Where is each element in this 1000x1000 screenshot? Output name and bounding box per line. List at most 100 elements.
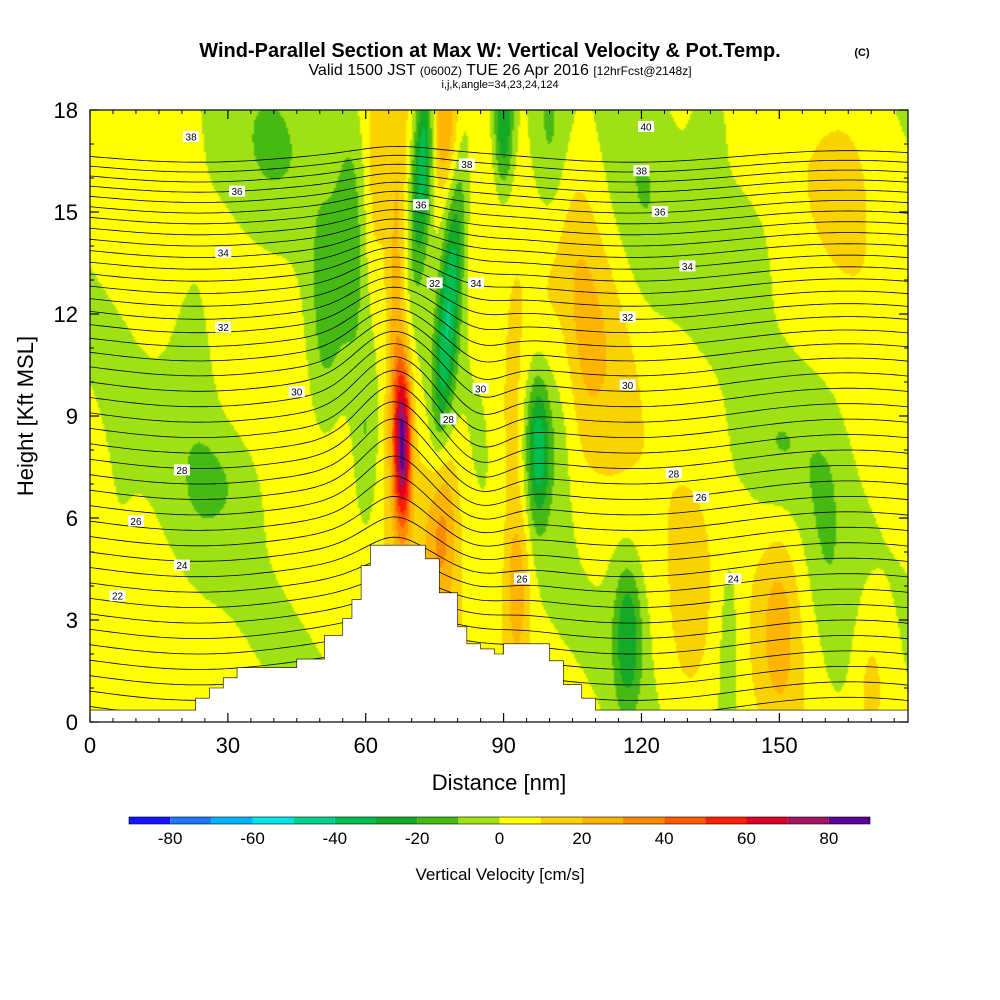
isentrope [90,218,908,247]
isentrope [90,475,908,534]
theta-label: 34 [679,260,696,273]
theta-label: 32 [215,321,232,334]
colorbar-swatch [129,817,171,824]
colorbar-swatch [623,817,665,824]
colorbar-swatch [581,817,623,824]
theta-label: 26 [513,573,530,586]
isentrope [90,190,908,214]
svg-text:32: 32 [622,313,634,324]
isentrope [90,200,908,225]
theta-label: 38 [183,131,200,144]
colorbar-label: Vertical Velocity [cm/s] [415,865,584,884]
theta-label: 22 [109,590,126,603]
theta-label: 24 [725,573,742,586]
chart-subtitle: Valid 1500 JST (0600Z) TUE 26 Apr 2016 [… [308,62,691,79]
theta-label: 34 [468,277,485,290]
chart-title: Wind-Parallel Section at Max W: Vertical… [199,40,780,62]
isentrope [90,297,908,347]
colorbar-swatch [664,817,706,824]
isentrope [90,612,908,639]
colorbar-swatch [787,817,829,824]
isentrope [90,145,908,163]
x-tick-label: 0 [84,733,96,758]
isentrope [90,343,908,415]
svg-text:38: 38 [461,160,473,171]
y-tick-label: 0 [66,710,78,735]
theta-label: 36 [412,199,429,212]
theta-label: 38 [633,165,650,178]
y-tick-label: 6 [66,506,78,531]
copyright-mark: (C) [854,47,870,59]
x-tick-label: 90 [491,733,515,758]
colorbar-tick-label: -80 [158,829,183,848]
svg-text:38: 38 [186,133,198,144]
svg-text:32: 32 [218,323,230,334]
colorbar-swatch [170,817,212,824]
x-tick-label: 60 [353,733,377,758]
theta-label: 28 [665,467,682,480]
isentrope [90,385,908,463]
svg-text:28: 28 [668,469,680,480]
theta-label: 30 [619,379,636,392]
theta-label: 32 [619,311,636,324]
isentropes [90,145,908,717]
isentrope [90,556,908,593]
colorbar-swatch [417,817,459,824]
colorbar-swatch [746,817,788,824]
y-tick-label: 18 [54,98,78,123]
isentrope [90,247,908,282]
valid-time: Valid 1500 JST [308,62,416,79]
colorbar-tick-label: -40 [323,829,348,848]
svg-text:40: 40 [640,123,652,134]
y-tick-label: 3 [66,608,78,633]
colorbar-swatch [458,817,500,824]
y-tick-label: 12 [54,302,78,327]
isentrope [90,330,908,398]
theta-label: 36 [651,206,668,219]
colorbar-swatch [376,817,418,824]
svg-text:36: 36 [231,187,243,198]
section-params: i,j,k,angle=34,23,24,124 [441,79,558,91]
y-tick-label: 9 [66,404,78,429]
theta-label: 40 [638,121,655,134]
forecast-date: TUE 26 Apr 2016 [466,62,589,79]
svg-text:24: 24 [176,561,188,572]
theta-label: 34 [215,246,232,259]
x-tick-label: 120 [623,733,660,758]
isentrope [90,181,908,203]
colorbar-tick-label: 80 [819,829,838,848]
svg-text:34: 34 [470,279,482,290]
plot-area: 38 36 34 32 30 28 26 24 22 38 36 34 32 30 28 26 40 38 36 34… [90,110,908,722]
svg-text:30: 30 [622,381,634,392]
theta-label: 32 [426,277,443,290]
colorbar-tick-label: 60 [737,829,756,848]
svg-text:30: 30 [475,384,487,395]
svg-text:38: 38 [636,167,648,178]
colorbar-swatch [499,817,541,824]
colorbar-tick-label: 20 [572,829,591,848]
colorbar-tick-label: -20 [405,829,430,848]
svg-text:28: 28 [443,415,455,426]
svg-text:32: 32 [429,279,441,290]
isentrope [90,536,908,578]
colorbar-swatch [334,817,376,824]
isentrope [90,319,908,380]
colorbar-swatch [293,817,335,824]
colorbar: -80 -60 -40 -20 0 20 40 60 80 [128,816,871,848]
isentrope [90,418,908,492]
theta-label: 28 [173,464,190,477]
x-axis-label: Distance [nm] [432,770,567,795]
isentrope [90,575,908,608]
terrain [90,544,908,722]
svg-text:34: 34 [682,262,694,273]
isentrope [90,154,908,173]
x-tick-label: 30 [216,733,240,758]
y-axis-label: Height [Kft MSL] [13,336,38,496]
colorbar-swatch [252,817,294,824]
svg-text:36: 36 [415,201,427,212]
svg-text:30: 30 [291,388,303,399]
theta-label: 24 [173,559,190,572]
isentrope [90,629,908,655]
